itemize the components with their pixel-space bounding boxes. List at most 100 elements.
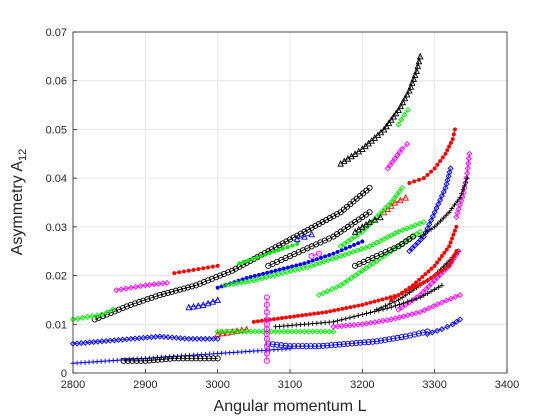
data-point: [396, 196, 404, 204]
data-point: [160, 333, 167, 340]
data-point: [171, 355, 178, 362]
data-point: [444, 177, 451, 184]
data-point: [281, 266, 286, 271]
data-point: [317, 328, 325, 335]
data-point: [164, 289, 171, 296]
data-point: [408, 223, 415, 230]
data-point: [209, 297, 217, 305]
data-point: [169, 334, 176, 341]
data-point: [347, 315, 353, 321]
data-point: [433, 205, 440, 212]
data-point: [391, 299, 397, 305]
data-point: [388, 295, 393, 300]
data-point: [456, 316, 464, 323]
data-point: [115, 306, 122, 313]
data-point: [281, 323, 287, 329]
data-point: [263, 316, 270, 323]
series-red-dot: [172, 263, 220, 276]
data-point: [380, 208, 388, 216]
data-point: [214, 296, 221, 303]
data-point: [423, 272, 428, 277]
data-point: [387, 162, 394, 169]
series-black-circle: [352, 233, 417, 269]
data-point: [393, 192, 400, 199]
data-point: [236, 278, 241, 283]
data-point: [418, 282, 423, 287]
data-point: [331, 251, 336, 256]
data-point: [400, 291, 405, 296]
data-point: [364, 311, 369, 316]
data-point: [308, 262, 315, 269]
data-point: [332, 341, 339, 348]
data-point: [344, 305, 349, 311]
data-point: [181, 269, 186, 274]
data-point: [405, 299, 411, 305]
data-point: [156, 292, 163, 299]
data-point: [162, 356, 170, 363]
data-point: [163, 279, 171, 286]
data-point: [394, 334, 401, 341]
data-point: [447, 295, 454, 302]
data-point: [244, 275, 249, 281]
data-point: [330, 328, 337, 335]
data-point: [438, 299, 445, 306]
y-axis-label-main: Asymmetry A: [9, 161, 26, 256]
data-point: [452, 228, 457, 233]
data-point: [384, 234, 391, 241]
data-point: [320, 342, 327, 349]
data-point: [420, 218, 427, 226]
data-point: [372, 309, 378, 314]
data-point: [373, 338, 380, 345]
data-point: [390, 195, 398, 202]
data-point: [420, 329, 427, 336]
data-point: [395, 106, 402, 113]
data-point: [439, 282, 445, 288]
data-point: [297, 322, 303, 328]
data-point: [443, 266, 448, 271]
data-point: [384, 165, 391, 172]
data-point: [235, 328, 242, 335]
data-point: [412, 222, 419, 229]
data-point: [276, 242, 283, 249]
data-point: [409, 233, 417, 240]
data-point: [352, 272, 359, 279]
data-point: [435, 201, 442, 208]
y-tick-label: 0.02: [46, 271, 67, 283]
data-point: [454, 224, 459, 229]
data-point: [89, 313, 96, 320]
data-point: [124, 357, 132, 364]
data-point: [366, 243, 373, 250]
data-point: [438, 326, 445, 333]
data-point: [351, 314, 357, 320]
data-point: [383, 303, 388, 309]
data-point: [447, 165, 454, 172]
series-line: [297, 233, 312, 240]
data-point: [379, 208, 386, 215]
data-point: [131, 300, 139, 307]
data-point: [435, 162, 440, 167]
data-point: [382, 336, 389, 343]
data-point: [197, 355, 204, 362]
data-point: [192, 282, 200, 289]
data-point: [380, 253, 388, 260]
data-point: [451, 232, 456, 237]
data-point: [353, 340, 360, 347]
data-point: [186, 268, 191, 273]
data-point: [354, 247, 361, 254]
data-point: [321, 258, 328, 265]
data-point: [196, 280, 204, 287]
data-point: [413, 296, 419, 302]
data-point: [268, 246, 275, 253]
data-point: [414, 62, 422, 70]
data-point: [269, 269, 274, 274]
data-point: [385, 119, 393, 126]
x-axis-label: Angular momentum L: [214, 398, 367, 415]
data-point: [440, 155, 445, 160]
data-point: [330, 213, 337, 220]
data-point: [369, 338, 376, 345]
data-point: [172, 287, 179, 294]
data-point: [199, 301, 207, 308]
data-point: [283, 346, 289, 352]
data-point: [399, 227, 406, 234]
data-point: [293, 235, 301, 243]
